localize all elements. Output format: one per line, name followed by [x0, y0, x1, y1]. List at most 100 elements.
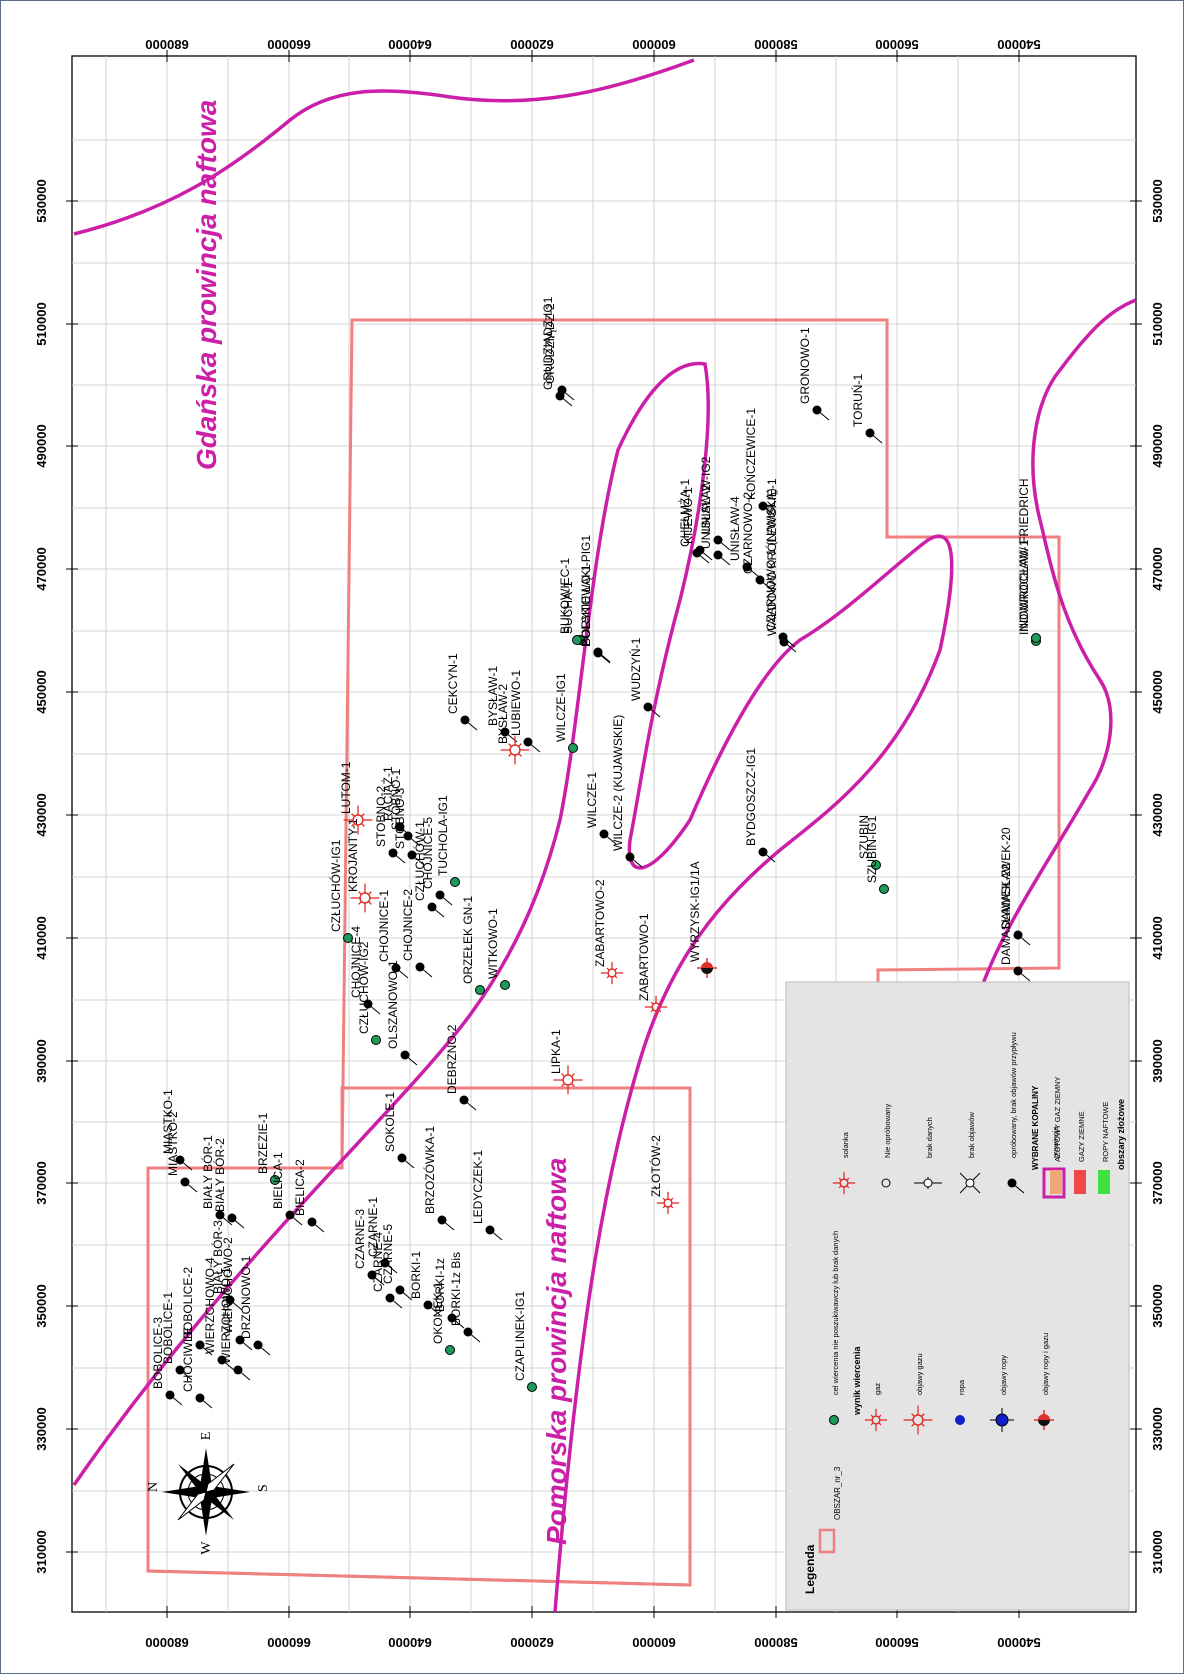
well-marker: SOKOLE-1	[383, 1092, 415, 1169]
well-marker: STOBNO-1	[389, 769, 421, 847]
well-marker: BIELICA-1	[271, 1152, 303, 1226]
tick-label-left: 310000	[34, 1530, 49, 1573]
tick-label-right: 510000	[1150, 302, 1165, 345]
well-label: SZUBIN	[857, 815, 871, 859]
well-label: DAMASŁAWEK-20	[999, 827, 1013, 929]
well-label: KIJEWO-1	[681, 487, 695, 544]
well-marker: BIAŁY BÓR-2	[212, 1138, 245, 1229]
well-label: UNISŁAW-4	[728, 496, 742, 561]
well-marker: SZUBIN-IG1	[865, 815, 889, 894]
well-marker: ZŁOTÓW-2	[648, 1135, 680, 1215]
well-marker: WIERZCHOWO-4	[203, 1257, 235, 1371]
well-label: INOWROCŁAW FRIEDRICH	[1017, 478, 1031, 632]
well-label: STOBNO-1	[389, 769, 403, 830]
area-outline-2	[147, 1569, 691, 1587]
legend-item-label: prowincje	[1051, 1126, 1060, 1158]
well-label: WITKOWO-1	[486, 908, 500, 979]
legend-item-label: Nie opróbowany	[883, 1104, 892, 1158]
tick-label-left: 410000	[34, 916, 49, 959]
well-label: KOŃCZEWICE-1	[743, 408, 758, 500]
well-marker: CZARNE-4	[371, 1232, 403, 1309]
legend-kopaliny-label: AZOTOWY GAZ ZIEMNY	[1053, 1076, 1062, 1162]
well-label: DRZONOWO-1	[239, 1255, 253, 1339]
tick-label-right: 370000	[1150, 1161, 1165, 1204]
legend-obszary-title: obszary złożowe	[1116, 1099, 1126, 1170]
tick-label-left: 370000	[34, 1161, 49, 1204]
legend: Legenda OBSZAR_nr_3 wynik wiercenia cel wie…	[785, 981, 1130, 1611]
legend-icon	[864, 1408, 888, 1432]
tick-marks	[66, 50, 1142, 1618]
well-label: CHOJNICE-1	[377, 890, 391, 962]
legend-item-label: ropa	[957, 1379, 966, 1395]
legend-obszar-swatch	[818, 1528, 836, 1554]
well-marker: MIASTKO-1	[161, 1089, 193, 1171]
legend-item-label: opróbowany, brak objawów przypływu	[1009, 1032, 1018, 1158]
well-marker: WUDZYŃ-1	[628, 637, 661, 718]
well-marker: OKONEK-1	[431, 1282, 455, 1355]
tick-label-left: 450000	[34, 670, 49, 713]
well-marker: LUTOM-1	[339, 761, 373, 835]
well-marker: WAŁDOWO KRÓLEWSKIE-1	[764, 478, 797, 653]
tick-label-top: 680000	[145, 37, 188, 52]
well-label: BYSŁAW-1	[486, 666, 500, 726]
legend-item-label: cel wiercenia nie poszukiwawczy lub brak…	[831, 1231, 840, 1395]
well-label: CZŁUCHÓW-IG1	[328, 839, 343, 932]
well-marker: LUBIEWO-1	[509, 670, 541, 753]
tick-label-bottom: 620000	[510, 1635, 553, 1650]
well-marker: CZARNE-1	[366, 1197, 398, 1274]
well-marker: GRUDZIĄDZ-IG1	[541, 296, 573, 407]
well-label: CZARNOWO-1 (N/WISŁĄ)	[764, 488, 778, 631]
well-label: INOWROCŁAW-1	[1017, 539, 1031, 635]
legend-icon	[1007, 1178, 1025, 1194]
well-marker: CHOCIWLE	[181, 1327, 213, 1409]
well-label: CHOJNICE-2	[401, 889, 415, 961]
province-lines	[72, 58, 1137, 1613]
well-label: CZARNE-3	[353, 1209, 367, 1269]
well-label: WAŁDOWO KRÓLEWSKIE-1	[764, 478, 779, 636]
legend-kopaliny-swatch	[1050, 1170, 1062, 1194]
well-label: SZUBIN-IG1	[865, 815, 879, 883]
tick-label-top: 620000	[510, 37, 553, 52]
well-label: BIELICA-2	[293, 1159, 307, 1216]
well-label: ZŁOTÓW-2	[648, 1135, 663, 1197]
tick-label-bottom: 560000	[875, 1635, 918, 1650]
tick-labels: 540000 560000 580000 600000 620000 640000 6600…	[34, 37, 1165, 1650]
well-marker: CZŁUCHÓW-IG2	[356, 941, 381, 1045]
well-marker: CHOJNICE-5	[421, 817, 453, 906]
tick-label-right: 330000	[1150, 1407, 1165, 1450]
well-label: UNISŁAW-IG2	[699, 456, 713, 534]
well-marker: ZABARTOWO-1	[637, 913, 668, 1019]
well-label: TORUŃ-1	[850, 374, 865, 427]
legend-kopaliny-label: ROPY NAFTOWE	[1101, 1101, 1110, 1162]
tick-label-right: 450000	[1150, 670, 1165, 713]
well-marker: KOŃCZEWICE-1	[743, 408, 776, 517]
tick-label-left: 330000	[34, 1407, 49, 1450]
well-marker: TORUŃ-1	[850, 374, 883, 444]
well-label: BUKOWIEC-1	[558, 558, 572, 634]
legend-item-label: solanka	[841, 1131, 850, 1158]
well-label: WILCZE-2 (KUJAWSKIE)	[611, 715, 625, 851]
province-label-pomorska: Pomorska prowincja naftowa	[541, 1158, 572, 1545]
well-marker: OLSZANOWO-1	[386, 960, 418, 1066]
well-marker: BYDGOSZCZ-IG1	[744, 748, 776, 863]
well-label: WILCZE-IG1	[554, 673, 568, 742]
tick-label-bottom: 680000	[145, 1635, 188, 1650]
grid	[72, 56, 1136, 1612]
well-label: OKONEK-1	[431, 1282, 445, 1344]
tick-label-bottom: 660000	[267, 1635, 310, 1650]
well-label: ZABARTOWO-1	[637, 913, 651, 1001]
legend-box	[785, 981, 1130, 1611]
tick-label-right: 390000	[1150, 1039, 1165, 1082]
tick-label-left: 350000	[34, 1284, 49, 1327]
tick-label-top: 640000	[388, 37, 431, 52]
well-label: KROJANTY-1	[346, 818, 360, 892]
well-marker: CZARNOWO-2	[741, 492, 773, 591]
legend-item-label: gaz	[873, 1383, 882, 1395]
well-label: POLSKIE ŁĄKI-PIG1	[579, 535, 593, 647]
well-label: GRUDZIĄDZ-IG1	[541, 296, 555, 390]
tick-label-top: 660000	[267, 37, 310, 52]
well-label: BIAŁY BÓR-2	[212, 1138, 227, 1212]
well-label: GRONOWO-1	[798, 327, 812, 404]
svg-text:N: N	[146, 1482, 161, 1492]
